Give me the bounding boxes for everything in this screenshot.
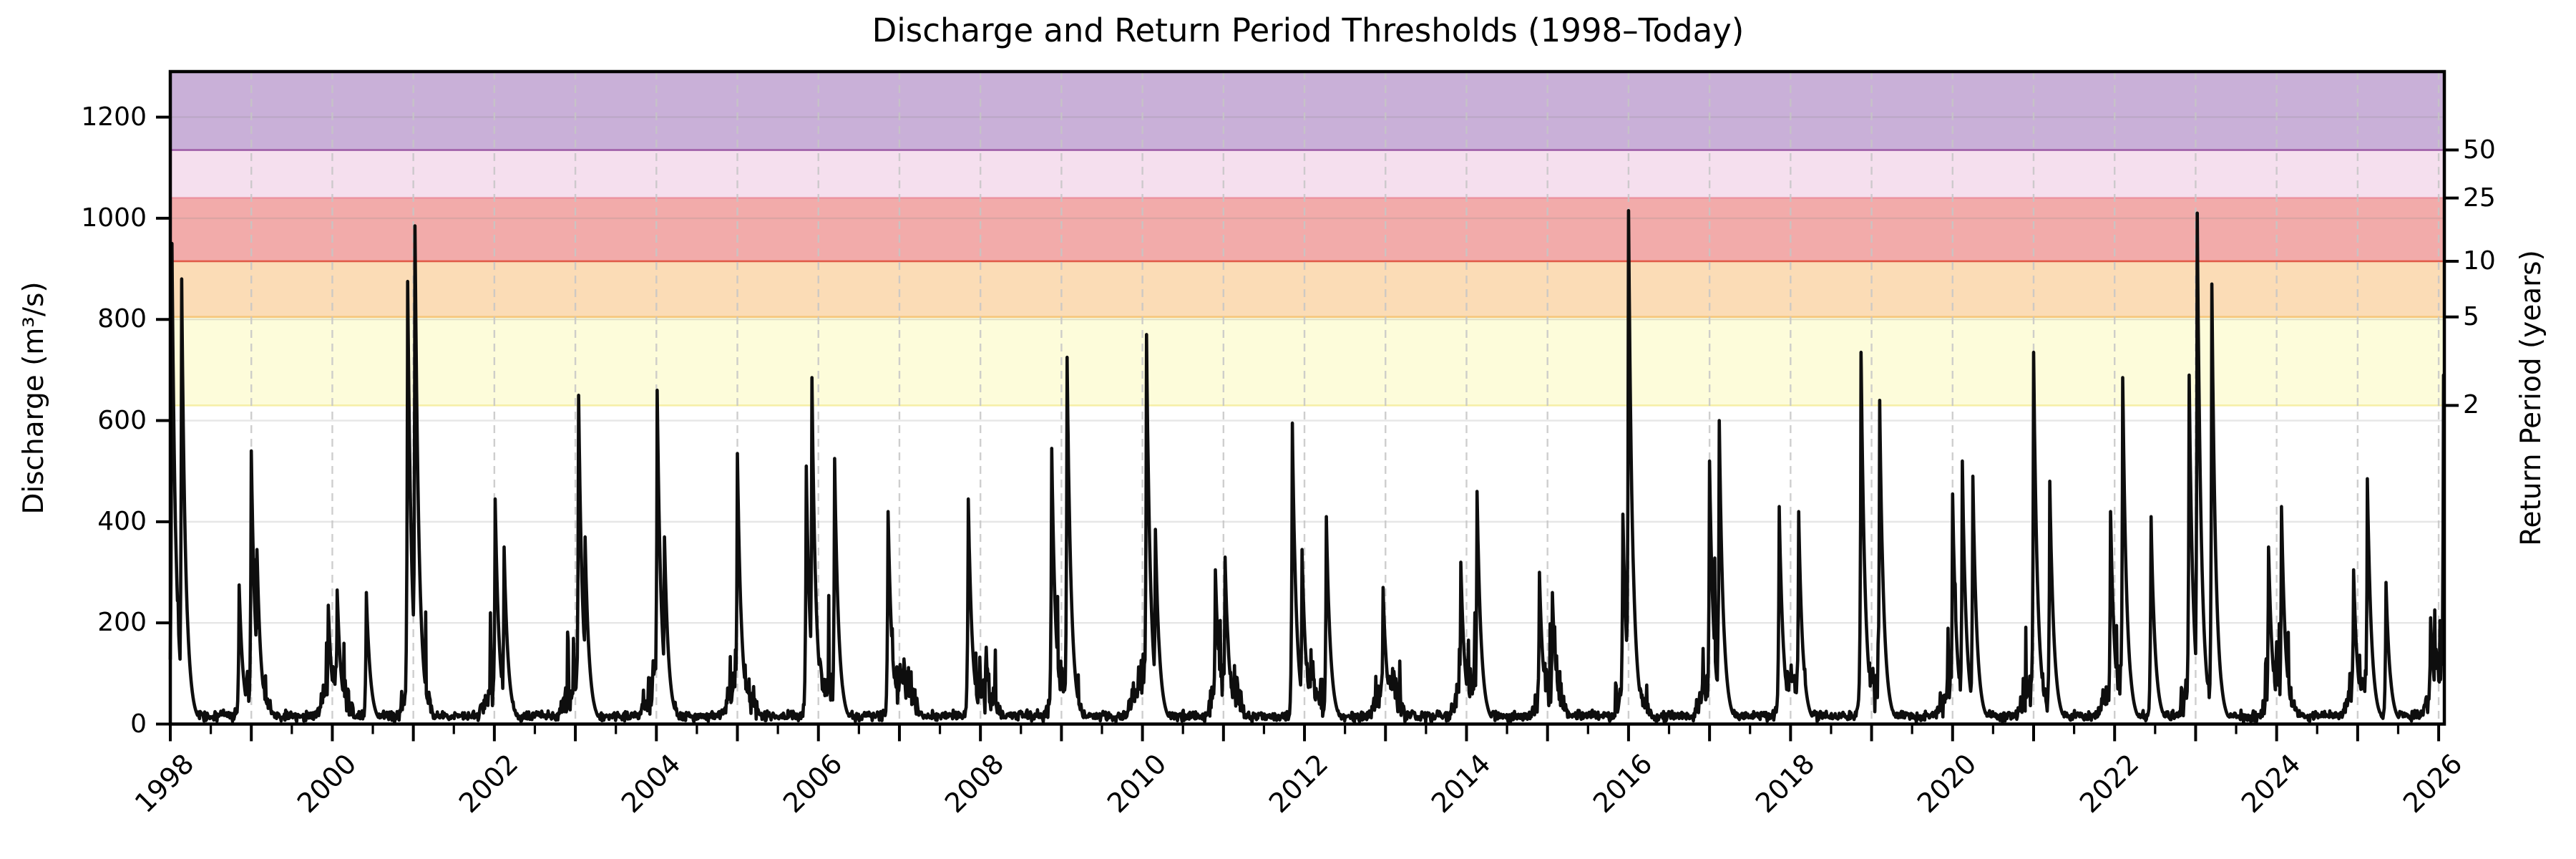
- return-period-tick-label: 2: [2463, 390, 2479, 420]
- return-period-tick-label: 5: [2463, 301, 2479, 331]
- y-tick-label: 0: [130, 709, 147, 739]
- y-tick-label: 800: [97, 304, 147, 334]
- return-period-band-10yr: [170, 198, 2444, 261]
- y-tick-label: 400: [97, 506, 147, 536]
- discharge-line: [168, 209, 2446, 724]
- return-period-tick-label: 10: [2463, 246, 2496, 276]
- return-period-band-5yr: [170, 261, 2444, 317]
- y-tick-label: 200: [97, 608, 147, 638]
- y-tick-label: 1000: [81, 203, 147, 233]
- axes-spines: [168, 69, 2446, 726]
- y-tick-label: 1200: [81, 102, 147, 132]
- y-tick-label: 600: [97, 405, 147, 435]
- chart-title: Discharge and Return Period Thresholds (…: [872, 11, 1745, 49]
- return-period-tick-label: 50: [2463, 135, 2496, 165]
- return-period-band-25yr: [170, 150, 2444, 198]
- return-period-band-50yr: [170, 72, 2444, 150]
- return-period-tick-label: 25: [2463, 183, 2496, 213]
- return-period-band-2yr: [170, 316, 2444, 406]
